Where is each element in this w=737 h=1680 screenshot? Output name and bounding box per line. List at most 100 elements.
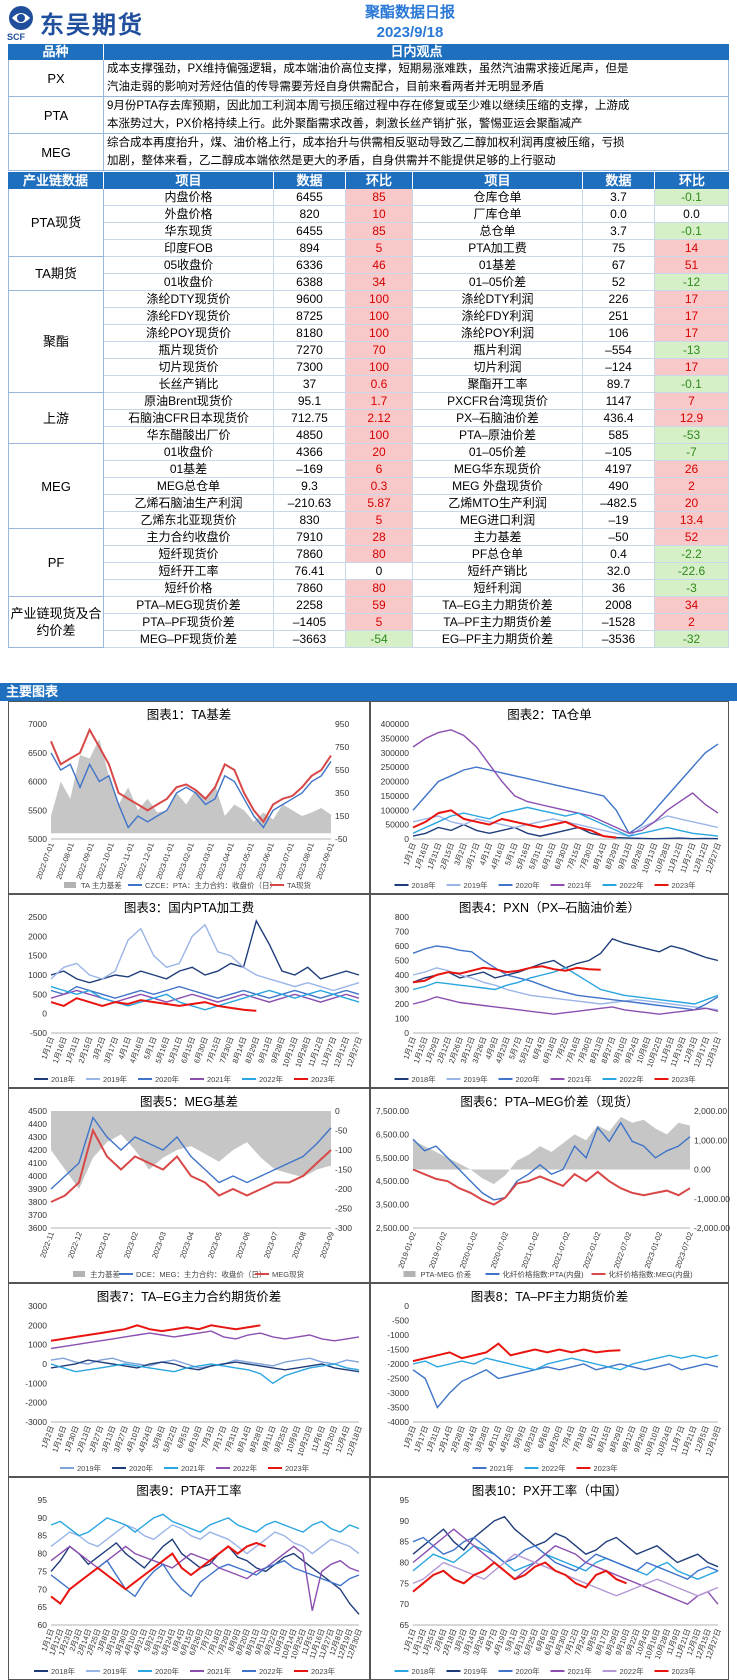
legend-label: 2018年 (412, 1666, 437, 1676)
table-row: 短纤现货价 7860 80 PF总仓单 0.4 -2.2 (104, 546, 729, 563)
x-tick-label: 2023-01-01 (154, 842, 176, 881)
y-tick-label: 6000 (28, 777, 47, 787)
legend-label: DCE：MEG：主力合约：收盘价（日） (136, 1269, 266, 1279)
legend-item: PTA-MEG 价差 (403, 1269, 472, 1279)
legend-item: 化纤价格指数:PTA(内盘) (485, 1269, 584, 1279)
series-2 (412, 1515, 719, 1568)
table-row: 01收盘价 4366 20 01–05价差 –105 -7 (104, 444, 729, 461)
item-name: 乙烯东北亚现货价 (104, 512, 274, 528)
table-row: 涤纶FDY现货价 8725 100 涤纶FDY利润 251 17 (104, 308, 729, 325)
y-tick-label: -2000 (25, 1398, 47, 1408)
item-change: 20 (346, 444, 413, 460)
series-1 (412, 823, 719, 840)
y-tick-label: 250000 (381, 762, 410, 772)
chart-title: 图表3：国内PTA加工费 (123, 901, 255, 915)
legend-item: 2021年 (550, 1666, 592, 1676)
item-change: 85 (346, 223, 413, 239)
y-tick-label: 500 (395, 956, 409, 966)
legend-item: 2023年 (654, 880, 696, 890)
chart-svg: 3000200010000-1000-2000-30001月2日1月16日1月3… (25, 1301, 364, 1473)
item-name: 涤纶FDY现货价 (104, 308, 274, 324)
y-tick-label: 2500 (28, 912, 47, 922)
item-name: 外盘价格 (104, 206, 274, 222)
table-row: PTA–MEG现货价差 2258 59 TA–EG主力期货价差 2008 34 (104, 597, 729, 614)
y-tick-label: -1000 (25, 1378, 47, 1388)
item-name: 原油Brent现货价 (104, 393, 274, 409)
series-1 (412, 937, 719, 983)
table-row: 瓶片现货价 7270 70 瓶片利润 –554 -13 (104, 342, 729, 359)
chart-panel-6: 7,500.00 6,500.00 5,500.00 4,500.00 3,500.00… (370, 1088, 730, 1283)
legend-item: 2019年 (446, 1666, 489, 1676)
item-name: 主力基差 (413, 529, 583, 545)
legend-item: 2019年 (86, 1074, 128, 1084)
item-change: -0.1 (655, 223, 729, 239)
legend-swatch (73, 1271, 85, 1277)
item-name: 乙烯MTO生产利润 (413, 495, 583, 511)
y-tick-label: 75 (38, 1566, 48, 1576)
item-change: 34 (346, 274, 413, 290)
item-name: MEG–PF现货价差 (104, 631, 274, 647)
chart-svg: 400000 350000 300000 250000 200000 150000 1000… (381, 719, 723, 890)
col-value-left: 数据 (274, 172, 346, 189)
chart-panel-1: 7000 6500 6000 5500 5000 950 750 550 350 150 -50 20… (8, 701, 370, 894)
report-header: SCF 东吴期货 聚酯数据日报 2023/9/18 (0, 0, 737, 44)
item-change: -22.6 (655, 563, 729, 579)
y-tick-label: -1000 (387, 1330, 409, 1340)
item-value: 251 (583, 308, 655, 324)
legend-item: 2021年 (550, 1074, 592, 1084)
y2-tick-label: -100 (335, 1145, 352, 1155)
chart-svg: 70006500600055005000950750550350150-5020… (28, 719, 349, 890)
y-tick-label: 400 (395, 970, 409, 980)
table-group-label: 聚酯 (8, 291, 104, 393)
item-value: 0.4 (583, 546, 655, 562)
item-value: 830 (274, 512, 346, 528)
y-tick-label: 6,500.00 (376, 1129, 409, 1139)
item-value: –169 (274, 461, 346, 477)
x-tick-label: 2022-07-01 (34, 842, 56, 881)
legend-label: 2019年 (464, 1666, 489, 1676)
legend-label: 2023年 (311, 1074, 336, 1084)
item-name: 总仓单 (413, 223, 583, 239)
y-tick-label: 4200 (28, 1145, 47, 1155)
table-row: 主力合约收盘价 7910 28 主力基差 –50 52 (104, 529, 729, 546)
item-value: 8180 (274, 325, 346, 341)
item-change: 5 (346, 614, 413, 630)
chart-svg: 25002000150010005000-5001月1日1月16日1月31日2月… (28, 912, 364, 1084)
y-tick-label: 80 (38, 1549, 48, 1559)
item-name: PF总仓单 (413, 546, 583, 562)
table-row: MEG–PF现货价差 –3663 -54 EG–PF主力期货价差 –3536 -32 (104, 631, 729, 648)
y-tick-label: 0 (42, 1009, 47, 1019)
item-name: MEG总仓单 (104, 478, 274, 494)
view-text: 9月份PTA存去库预期，因此加工利润本周亏损压缩过程中存在修复或至少难以继续压缩… (104, 97, 729, 133)
x-tick-label: 2022-12 (66, 1231, 84, 1260)
legend-label: 2020年 (155, 1666, 180, 1676)
legend-item: 2022年 (216, 1463, 258, 1473)
item-value: 37 (274, 376, 346, 392)
item-change: 59 (346, 597, 413, 613)
item-value: 106 (583, 325, 655, 341)
col-item-right: 项目 (413, 172, 583, 189)
item-change: 100 (346, 291, 413, 307)
legend-item: 2020年 (498, 1074, 540, 1084)
item-name: PXCFR台湾现货价 (413, 393, 583, 409)
legend-label: CZCE：PTA：主力合约：收盘价（日） (145, 880, 277, 890)
item-change: 26 (655, 461, 729, 477)
item-value: 67 (583, 257, 655, 273)
legend-label: MEG现货 (272, 1269, 305, 1279)
item-change: -2.2 (655, 546, 729, 562)
y-tick-label: 7,500.00 (376, 1106, 409, 1116)
chart-svg: 95908580757065601月1日1月12日1月23日2月3日2月14日2… (34, 1495, 364, 1676)
series-5 (50, 985, 360, 1011)
y-tick-label: 85 (38, 1531, 48, 1541)
item-value: 75 (583, 240, 655, 256)
series-1 (412, 1544, 719, 1580)
y-tick-label: 95 (400, 1495, 410, 1505)
item-change: 100 (346, 308, 413, 324)
legend-item: 2021年 (190, 1074, 232, 1084)
y-tick-label: 7000 (28, 719, 47, 729)
legend-label: 2019年 (103, 1666, 128, 1676)
item-value: 7300 (274, 359, 346, 375)
legend-label: 2018年 (51, 1074, 76, 1084)
item-change: 28 (346, 529, 413, 545)
series-6 (412, 809, 617, 839)
